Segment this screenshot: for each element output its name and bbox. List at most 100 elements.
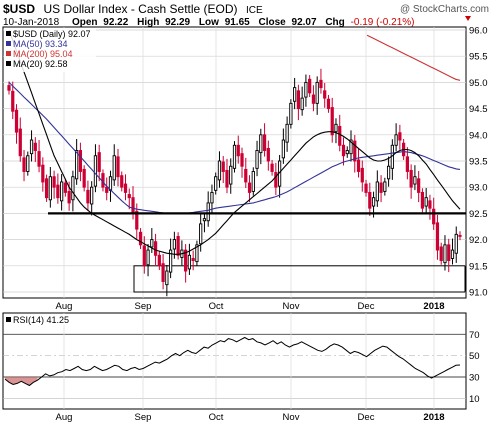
candle-body <box>259 134 263 154</box>
candle-body <box>18 128 22 157</box>
candle-body <box>229 165 233 185</box>
candle-body <box>450 249 455 259</box>
rsi-series-line <box>4 336 461 387</box>
candle-body <box>195 244 199 263</box>
price-y-tick: 94.0 <box>469 130 488 141</box>
candle-body <box>138 231 143 246</box>
candle-body <box>71 176 75 201</box>
rsi-line <box>4 336 461 387</box>
candle-body <box>353 140 357 162</box>
rsi-x-grid <box>63 313 435 409</box>
candle-body <box>262 134 267 151</box>
rsi-x-tick: Sep <box>135 412 152 423</box>
price-panel: 96.0 95.5 95.0 94.5 94.0 93.5 93.0 92.5 92.0 91.5… <box>2 26 488 312</box>
candle-body <box>296 90 301 110</box>
price-x-tick: Nov <box>283 301 300 312</box>
candle-body <box>123 183 128 193</box>
ma50-line <box>8 82 461 214</box>
legend-background <box>4 28 96 72</box>
candle-body <box>443 244 447 264</box>
candle-body <box>428 200 432 209</box>
candle-body <box>375 181 379 202</box>
price-x-ticks: Aug Sep Oct Nov Dec 2018 <box>56 301 445 312</box>
price-x-tick: Dec <box>358 301 375 312</box>
rsi-legend: RSI(14) 41.25 <box>4 314 74 325</box>
candle-body <box>345 150 349 155</box>
header-line-2: 10-Jan-2018 Open 92.22 High 92.29 Low 91… <box>3 17 414 28</box>
range-box <box>133 265 466 293</box>
candle-body <box>142 245 146 267</box>
candle-body <box>56 184 60 199</box>
rsi-legend-background <box>4 314 74 325</box>
candle-body <box>184 249 188 272</box>
candle-body <box>398 132 402 141</box>
candle-body <box>120 175 124 188</box>
candle-body <box>255 150 259 169</box>
rsi-x-tick: Nov <box>283 412 300 423</box>
candle-body <box>210 191 214 204</box>
candle-body <box>326 98 331 110</box>
candle-body <box>417 178 421 193</box>
rsi-x-tick: Dec <box>358 412 375 423</box>
candle-body <box>11 90 15 112</box>
candle-body <box>161 263 165 282</box>
index-name: US Dollar Index - Cash Settle (EOD) <box>43 2 237 16</box>
rsi-y-tick: 50 <box>469 351 480 362</box>
candle-body <box>244 168 248 183</box>
candle-body <box>93 155 98 187</box>
chg-label: Chg <box>325 17 344 28</box>
candle-body <box>116 156 120 178</box>
price-y-tick: 92.0 <box>469 235 488 246</box>
rsi-panel-frame <box>2 312 467 410</box>
candle-body <box>424 197 428 207</box>
candle-body <box>300 97 304 111</box>
price-y-tick: 95.0 <box>469 78 488 89</box>
price-x-tick: Aug <box>56 301 73 312</box>
candle-body <box>383 181 387 192</box>
candle-body <box>150 239 154 248</box>
candle-body <box>413 176 417 185</box>
open-value: 92.22 <box>103 17 128 28</box>
watermark: @ StockCharts.com <box>400 4 489 15</box>
candle-body <box>202 218 207 222</box>
candle-body <box>334 123 338 133</box>
candle-body <box>315 81 319 104</box>
high-label: High <box>137 17 159 28</box>
candle-body <box>105 186 109 193</box>
candle-body <box>52 176 56 188</box>
candle-body <box>26 155 30 172</box>
candle-body <box>360 167 364 183</box>
price-y-tick: 94.5 <box>469 104 488 115</box>
candle-body <box>330 107 334 136</box>
candle-body <box>90 186 94 205</box>
price-y-tick: 91.5 <box>469 261 488 272</box>
header-line-1: $USD US Dollar Index - Cash Settle (EOD)… <box>3 0 263 17</box>
rsi-y-tick: 10 <box>469 394 480 405</box>
candle-body <box>311 94 316 104</box>
candle-body <box>236 144 240 157</box>
candle-body <box>97 152 101 172</box>
down-arrow-icon <box>465 16 471 21</box>
candle-body <box>112 155 116 181</box>
candle-body <box>14 109 19 133</box>
candle-body <box>447 244 451 262</box>
low-value: 91.65 <box>225 17 250 28</box>
candle-body <box>454 233 458 254</box>
candle-body <box>187 254 192 270</box>
legend-swatch <box>6 41 11 46</box>
date: 10-Jan-2018 <box>3 17 60 28</box>
candle-body <box>432 208 436 225</box>
candle-body <box>386 165 391 180</box>
candle-body <box>356 159 361 172</box>
candle-body <box>157 254 161 267</box>
candle-body <box>293 87 297 102</box>
candle-body <box>285 123 289 143</box>
price-y-tick: 93.0 <box>469 183 488 194</box>
candle-body <box>323 90 327 99</box>
candle-body <box>60 181 64 202</box>
price-x-tick: Oct <box>209 301 224 312</box>
candle-body <box>266 147 270 162</box>
candle-body <box>172 239 176 250</box>
candle-body <box>29 139 34 155</box>
